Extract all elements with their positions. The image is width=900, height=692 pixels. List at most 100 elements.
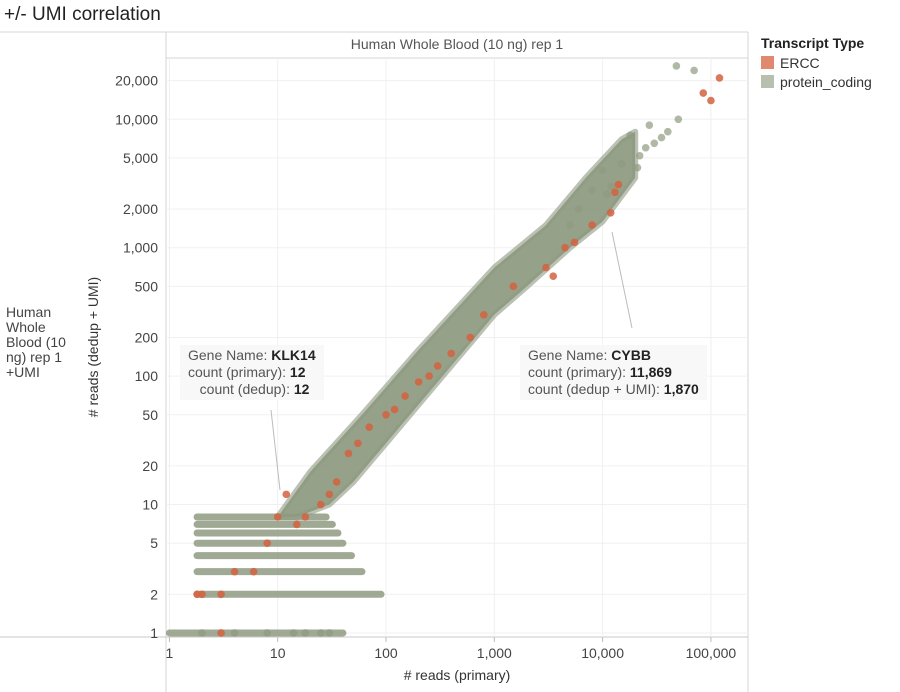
ercc-point	[570, 238, 579, 247]
y-tick-label: 500	[135, 278, 159, 294]
ercc-point	[715, 74, 724, 82]
legend-item-protein-coding[interactable]: protein_coding	[761, 72, 872, 91]
tooltip-cybb-gene-label: Gene Name:	[528, 347, 608, 363]
protein-coding-point	[230, 629, 239, 637]
ercc-point	[611, 188, 619, 197]
protein-coding-point	[566, 221, 574, 229]
protein-coding-point	[645, 121, 654, 129]
x-tick-label: 100	[374, 645, 398, 661]
ercc-point	[354, 439, 362, 448]
legend-swatch-ercc	[761, 56, 774, 69]
protein-coding-point	[617, 160, 626, 168]
ercc-point	[282, 490, 291, 499]
tooltip-cybb-dedup-label: count (dedup + UMI):	[528, 381, 660, 397]
ercc-point	[344, 449, 353, 458]
chart-frame	[0, 31, 749, 692]
protein-coding-point	[633, 163, 642, 172]
page-title: +/- UMI correlation	[4, 4, 161, 25]
x-axis-label: # reads (primary)	[404, 667, 511, 683]
ercc-point	[699, 89, 708, 97]
ercc-point	[433, 362, 442, 370]
protein-coding-point	[317, 629, 325, 637]
tooltip-klk14-gene-label: Gene Name:	[188, 347, 268, 363]
ercc-point	[414, 378, 423, 386]
tooltip-cybb-primary: 11,869	[629, 364, 672, 380]
tooltip-cybb-dedup: 1,870	[663, 381, 699, 397]
x-tick-label: 10	[270, 645, 286, 661]
x-tick-label: 10,000	[581, 645, 624, 661]
protein-coding-point	[664, 127, 672, 136]
ercc-point	[425, 372, 433, 380]
legend-title: Transcript Type	[761, 35, 865, 51]
protein-coding-point	[641, 143, 650, 152]
x-tick-label: 1	[166, 645, 174, 661]
y-tick-label: 10	[142, 497, 158, 513]
protein-coding-point	[198, 629, 206, 637]
tooltip-cybb-primary-label: count (primary):	[528, 364, 627, 380]
ercc-point	[614, 180, 623, 189]
ercc-point	[549, 272, 558, 280]
ercc-point	[606, 208, 615, 217]
x-tick-label: 1,000	[477, 645, 512, 661]
tooltip-klk14-gene: KLK14	[271, 347, 316, 363]
legend-item-ercc[interactable]: ERCC	[761, 53, 872, 72]
ercc-point	[382, 410, 390, 419]
y-tick-label: 20	[142, 458, 158, 474]
ercc-point	[401, 392, 409, 400]
protein-coding-point	[263, 629, 272, 637]
tooltip-klk14-primary: 12	[289, 364, 306, 380]
ercc-point	[263, 539, 272, 547]
plot-title: Human Whole Blood (10 ng) rep 1	[351, 36, 564, 52]
cybb-leader-line	[611, 231, 633, 329]
ercc-point	[365, 423, 374, 432]
axes: Human Whole Blood (10 ng) rep 1 # reads …	[85, 36, 736, 683]
protein-coding-point	[289, 629, 298, 637]
ercc-point	[301, 513, 310, 521]
ercc-point	[561, 243, 569, 252]
data-marks[interactable]	[165, 62, 724, 637]
protein-coding-point	[690, 66, 698, 75]
ercc-point	[273, 513, 282, 521]
y-tick-label: 10,000	[115, 111, 158, 127]
y-tick-label: 5	[150, 535, 158, 551]
protein-coding-point	[626, 131, 635, 140]
ercc-point	[390, 405, 399, 414]
protein-coding-point	[607, 182, 615, 191]
y-axis-label: # reads (dedup + UMI)	[85, 277, 101, 417]
ercc-point	[588, 221, 596, 229]
ercc-point	[509, 282, 518, 291]
ercc-point	[332, 478, 341, 486]
protein-coding-point	[657, 133, 666, 142]
y-tick-label: 20,000	[115, 73, 158, 89]
tooltip-leader-lines	[270, 231, 633, 491]
y-tick-label: 50	[142, 407, 158, 423]
protein-coding-point	[674, 115, 683, 124]
ercc-point	[230, 567, 239, 576]
protein-coding-point	[574, 205, 583, 213]
y-tick-label: 1	[150, 625, 158, 641]
tooltip-klk14-primary-label: count (primary):	[188, 364, 287, 380]
ercc-point	[466, 333, 475, 342]
protein-coding-point	[588, 186, 596, 195]
ercc-point	[217, 629, 225, 637]
legend: Transcript Type ERCC protein_coding	[761, 35, 872, 91]
ercc-point	[193, 590, 201, 599]
ercc-point	[317, 500, 325, 509]
ercc-point	[542, 263, 550, 272]
legend-swatch-protein-coding	[761, 75, 774, 88]
ercc-point	[325, 490, 334, 499]
row-header: Human Whole Blood (10 ng) rep 1 +UMI	[6, 304, 66, 380]
ercc-point	[447, 349, 456, 358]
protein-coding-point	[603, 190, 611, 199]
y-tick-label: 2,000	[123, 201, 158, 217]
y-tick-label: 200	[135, 329, 159, 345]
protein-coding-point	[635, 151, 644, 160]
ercc-point	[217, 590, 225, 599]
y-tick-label: 100	[135, 368, 159, 384]
klk14-leader-line	[270, 409, 281, 491]
tooltip-klk14-dedup-label: count (dedup):	[199, 381, 290, 397]
protein-coding-point	[672, 62, 681, 70]
tooltip-cybb: Gene Name: CYBB count (primary): 11,869 …	[520, 345, 707, 400]
protein-coding-point	[598, 166, 607, 175]
